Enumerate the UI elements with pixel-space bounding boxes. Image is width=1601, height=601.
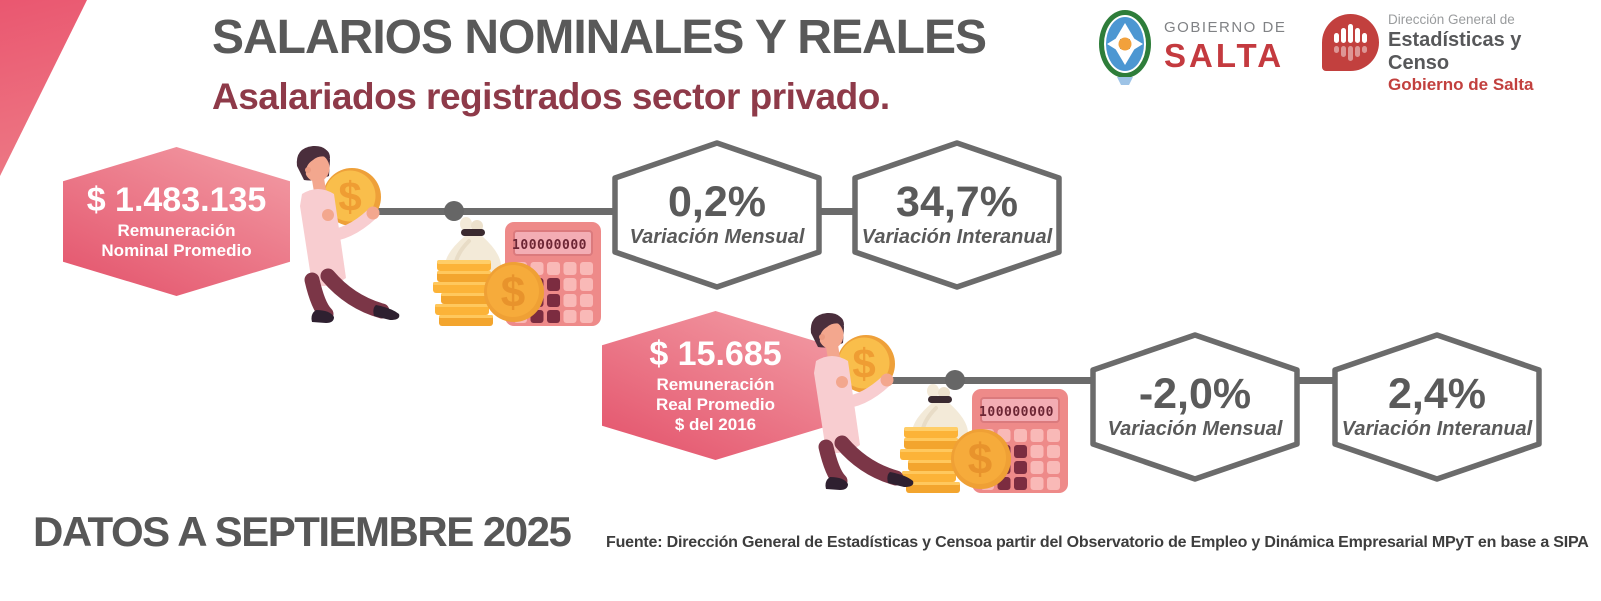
subtitle: Asalariados registrados sector privado. — [212, 76, 890, 117]
data-period: DATOS A SEPTIEMBRE 2025 — [33, 508, 572, 555]
connector-line — [370, 208, 620, 215]
source-note: Fuente: Dirección General de Estadística… — [606, 534, 1589, 551]
real-salary-label-line1: Remuneración — [656, 375, 775, 395]
bar-chart-bubble-icon — [1322, 14, 1379, 71]
nominal-salary-amount: $ 1.483.135 — [86, 180, 267, 219]
corner-ribbon-decoration — [0, 0, 87, 176]
nominal-yearly-variation-label: Variación Interanual — [861, 225, 1053, 248]
nominal-monthly-variation-value: 0,2% — [667, 178, 766, 227]
censo-logo-line4: Gobierno de Salta — [1388, 74, 1534, 94]
real-salary-label-line2: Real Promedio — [655, 395, 776, 415]
connector-line — [874, 377, 1096, 384]
real-monthly-variation-value: -2,0% — [1138, 370, 1252, 419]
censo-logo-line2: Estadísticas y — [1388, 28, 1522, 51]
salta-logo-line1: GOBIERNO DE — [1164, 19, 1287, 36]
money-calculator-illustration — [425, 216, 605, 331]
connector-dot — [444, 201, 464, 221]
real-yearly-variation-value: 2,4% — [1387, 370, 1486, 419]
nominal-salary-label-line2: Nominal Promedio — [101, 241, 252, 261]
connector-line — [816, 208, 860, 215]
nominal-yearly-variation-hexagon: 34,7% Variación Interanual — [852, 140, 1062, 290]
real-salary-hexagon: $ 15.685 Remuneración Real Promedio $ de… — [602, 311, 829, 460]
nominal-salary-label-line1: Remuneración — [117, 221, 236, 241]
nominal-monthly-variation-hexagon: 0,2% Variación Mensual — [612, 140, 822, 290]
real-monthly-variation-hexagon: -2,0% Variación Mensual — [1090, 332, 1300, 482]
person-carrying-coin-illustration — [272, 142, 422, 342]
gobierno-de-salta-logo: GOBIERNO DE SALTA — [1098, 8, 1286, 86]
main-title: SALARIOS NOMINALES Y REALES — [212, 11, 987, 64]
real-salary-label-line3: $ del 2016 — [674, 415, 757, 435]
connector-line — [1294, 377, 1338, 384]
person-carrying-coin-illustration — [786, 309, 936, 509]
estadisticas-y-censo-logo: Dirección General de Estadísticas y Cens… — [1322, 10, 1533, 93]
nominal-yearly-variation-value: 34,7% — [896, 178, 1018, 227]
salta-logo-line2: SALTA — [1164, 37, 1285, 74]
nominal-monthly-variation-label: Variación Mensual — [629, 225, 805, 248]
censo-logo-line1: Dirección General de — [1388, 12, 1515, 27]
real-salary-amount: $ 15.685 — [649, 334, 782, 373]
real-monthly-variation-label: Variación Mensual — [1107, 417, 1283, 440]
real-yearly-variation-label: Variación Interanual — [1341, 417, 1533, 440]
salta-coat-of-arms-icon — [1099, 10, 1151, 85]
nominal-salary-hexagon: $ 1.483.135 Remuneración Nominal Promedi… — [63, 147, 290, 296]
connector-dot — [945, 370, 965, 390]
censo-logo-line3: Censo — [1388, 51, 1450, 74]
real-yearly-variation-hexagon: 2,4% Variación Interanual — [1332, 332, 1542, 482]
